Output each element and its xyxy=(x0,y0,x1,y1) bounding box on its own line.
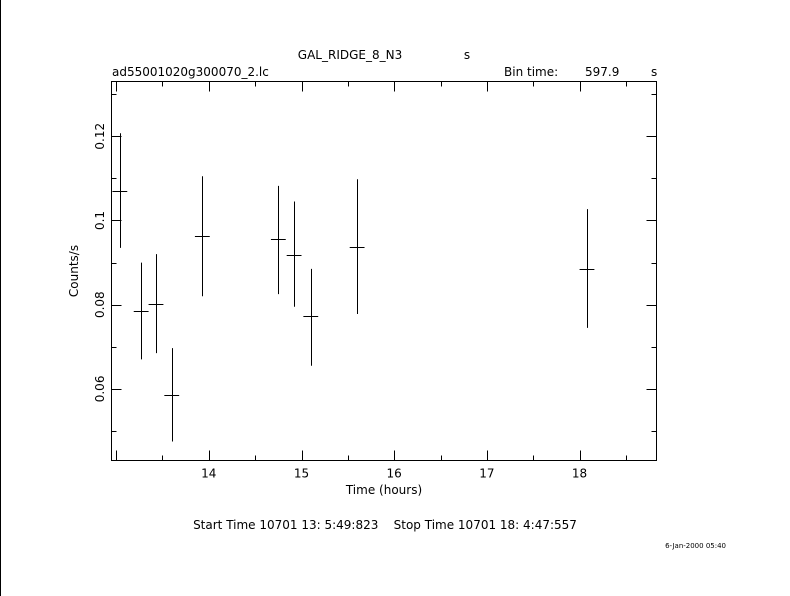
y-tick-label: 0.12 xyxy=(93,123,107,150)
bin-time-unit: s xyxy=(651,65,657,79)
data-point xyxy=(349,179,365,314)
timestamp: 6-Jan-2000 05:40 xyxy=(665,542,726,550)
x-tick-label: 17 xyxy=(479,467,494,481)
x-tick-label: 18 xyxy=(572,467,587,481)
y-tick-label: 0.08 xyxy=(93,291,107,318)
x-tick-labels: 14 15 16 17 18 xyxy=(201,467,587,481)
x-tick-label: 16 xyxy=(387,467,402,481)
data-point xyxy=(112,133,128,248)
file-label: ad55001020g300070_2.lc xyxy=(112,65,269,79)
data-point xyxy=(133,262,149,360)
axis-ticks xyxy=(111,81,657,461)
data-point xyxy=(579,209,595,328)
data-points xyxy=(112,133,595,442)
chart-title: GAL_RIDGE_8_N3 xyxy=(298,48,402,62)
x-tick-label: 14 xyxy=(201,467,216,481)
x-tick-label: 15 xyxy=(294,467,309,481)
x-axis-label: Time (hours) xyxy=(345,483,422,497)
data-point xyxy=(270,185,286,295)
data-point xyxy=(148,254,164,354)
y-tick-label: 0.06 xyxy=(93,376,107,403)
start-stop-time: Start Time 10701 13: 5:49:823 Stop Time … xyxy=(193,518,577,532)
data-point xyxy=(164,348,180,442)
y-tick-labels: 0.06 0.08 0.1 0.12 xyxy=(93,123,107,402)
bin-time-value: 597.9 xyxy=(585,65,619,79)
chart-title-suffix: s xyxy=(464,48,470,62)
plot-frame xyxy=(111,81,657,461)
data-point xyxy=(303,268,319,366)
data-point xyxy=(194,176,210,297)
data-point xyxy=(286,201,302,307)
y-axis-label: Counts/s xyxy=(67,245,81,297)
y-tick-label: 0.1 xyxy=(93,211,107,230)
bin-time-label: Bin time: xyxy=(504,65,558,79)
